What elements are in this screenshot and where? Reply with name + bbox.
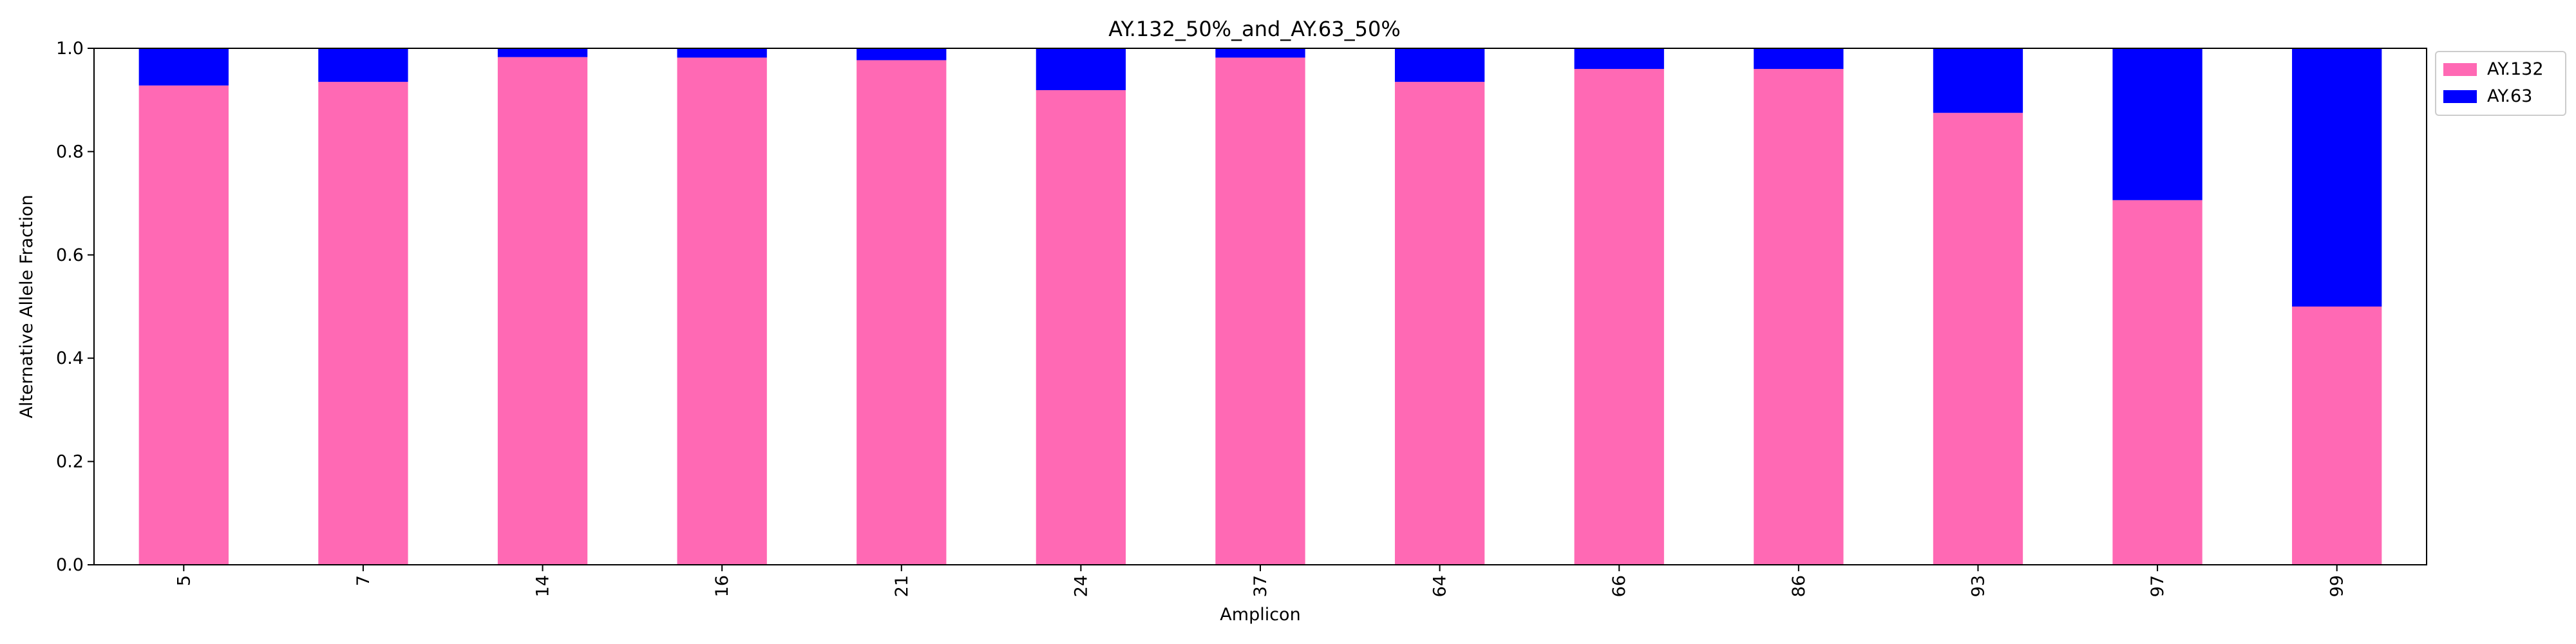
y-tick-label: 0.0 — [56, 555, 84, 575]
bar-ay-63-93 — [1933, 48, 2023, 113]
legend-label: AY.63 — [2487, 86, 2532, 106]
bar-ay-63-5 — [138, 48, 229, 86]
y-tick-label: 1.0 — [56, 39, 84, 59]
bar-ay-132-21 — [857, 60, 947, 565]
bar-ay-132-97 — [2112, 200, 2202, 565]
bar-ay-132-99 — [2292, 307, 2382, 565]
bar-ay-63-24 — [1036, 48, 1126, 90]
bars-group — [138, 48, 2382, 565]
x-tick-label: 5 — [174, 575, 194, 586]
bar-ay-132-93 — [1933, 113, 2023, 565]
x-tick-label: 7 — [354, 575, 374, 586]
bar-ay-63-7 — [318, 48, 408, 82]
x-tick-label: 14 — [533, 575, 553, 597]
bar-ay-63-21 — [857, 48, 947, 61]
bar-ay-63-66 — [1574, 48, 1664, 70]
bar-ay-63-14 — [497, 48, 588, 57]
bar-ay-132-24 — [1036, 90, 1126, 565]
x-tick-label: 37 — [1251, 575, 1271, 597]
legend-swatch-ay-63 — [2443, 90, 2477, 103]
y-tick-label: 0.8 — [56, 142, 84, 162]
legend-label: AY.132 — [2487, 59, 2544, 79]
x-tick-label: 99 — [2327, 575, 2347, 597]
bar-ay-132-86 — [1754, 69, 1844, 565]
x-tick-label: 16 — [712, 575, 732, 597]
bar-ay-132-7 — [318, 82, 408, 565]
x-tick-label: 86 — [1789, 575, 1809, 597]
x-tick-label: 93 — [1968, 575, 1988, 597]
bar-ay-63-64 — [1394, 48, 1485, 82]
bar-ay-132-14 — [497, 57, 588, 565]
bar-ay-63-97 — [2112, 48, 2202, 200]
y-axis-label: Alternative Allele Fraction — [17, 194, 37, 418]
x-tick-label: 97 — [2148, 575, 2168, 597]
bar-ay-63-37 — [1215, 48, 1305, 58]
x-tick-label: 64 — [1430, 575, 1450, 597]
legend-swatch-ay-132 — [2443, 63, 2477, 76]
bar-ay-132-66 — [1574, 69, 1664, 565]
chart-title: AY.132_50%_and_AY.63_50% — [1108, 17, 1401, 41]
bar-ay-63-16 — [677, 48, 767, 58]
x-axis: 5 7 14 16 21 24 37 64 66 86 93 97 99 — [174, 565, 2347, 597]
bar-ay-132-64 — [1394, 82, 1485, 565]
bar-ay-63-99 — [2292, 48, 2382, 307]
bar-ay-63-86 — [1754, 48, 1844, 70]
y-tick-label: 0.6 — [56, 245, 84, 265]
x-tick-label: 66 — [1609, 575, 1629, 597]
x-axis-label: Amplicon — [1220, 605, 1300, 625]
bar-ay-132-5 — [138, 85, 229, 565]
bar-ay-132-16 — [677, 57, 767, 565]
y-axis: 0.0 0.2 0.4 0.6 0.8 1.0 — [56, 39, 94, 575]
bar-ay-132-37 — [1215, 57, 1305, 565]
x-tick-label: 21 — [892, 575, 912, 597]
y-tick-label: 0.4 — [56, 348, 84, 368]
y-tick-label: 0.2 — [56, 452, 84, 472]
legend: AY.132 AY.63 — [2435, 51, 2566, 116]
x-tick-label: 24 — [1071, 575, 1091, 597]
